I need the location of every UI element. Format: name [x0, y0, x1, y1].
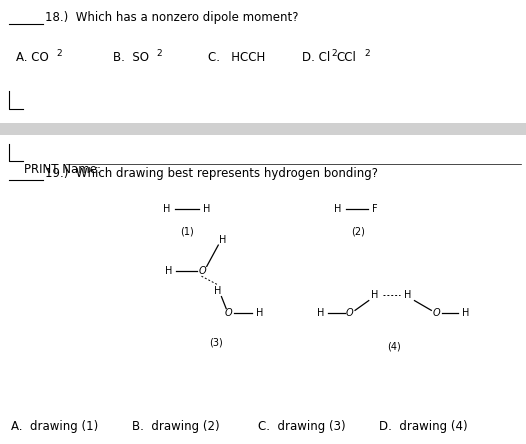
Text: D.  drawing (4): D. drawing (4): [379, 420, 467, 433]
Text: H: H: [371, 290, 379, 300]
Text: 2: 2: [331, 49, 337, 58]
Text: H: H: [203, 204, 210, 214]
Text: C.   HCCH: C. HCCH: [208, 51, 265, 64]
Text: H: H: [214, 286, 221, 296]
Text: A.  drawing (1): A. drawing (1): [11, 420, 98, 433]
Text: C.  drawing (3): C. drawing (3): [258, 420, 346, 433]
Text: 19.)  Which drawing best represents hydrogen bonding?: 19.) Which drawing best represents hydro…: [45, 167, 378, 180]
Text: 2: 2: [365, 49, 370, 58]
Text: H: H: [219, 235, 226, 245]
Text: D. Cl: D. Cl: [302, 51, 331, 64]
Text: (3): (3): [209, 337, 222, 348]
Text: H: H: [462, 308, 469, 318]
Text: H: H: [334, 204, 341, 214]
Bar: [0, 123, 526, 135]
Text: O: O: [346, 308, 353, 318]
Text: (2): (2): [351, 226, 365, 237]
Text: 18.)  Which has a nonzero dipole moment?: 18.) Which has a nonzero dipole moment?: [45, 12, 298, 24]
Text: O: O: [433, 308, 440, 318]
Text: B.  SO: B. SO: [113, 51, 149, 64]
Text: O: O: [199, 266, 206, 276]
Text: O: O: [225, 308, 232, 318]
Text: A. CO: A. CO: [16, 51, 48, 64]
Text: (1): (1): [180, 226, 194, 237]
Text: B.  drawing (2): B. drawing (2): [132, 420, 219, 433]
Text: CCl: CCl: [337, 51, 357, 64]
Text: 2: 2: [57, 49, 63, 58]
Text: F: F: [372, 204, 378, 214]
Text: H: H: [317, 308, 325, 318]
Text: H: H: [256, 308, 263, 318]
Text: (4): (4): [388, 342, 401, 352]
Text: H: H: [163, 204, 170, 214]
Text: PRINT Name:: PRINT Name:: [24, 163, 100, 176]
Text: 2: 2: [156, 49, 162, 58]
Text: H: H: [165, 266, 172, 276]
Text: H: H: [404, 290, 411, 300]
